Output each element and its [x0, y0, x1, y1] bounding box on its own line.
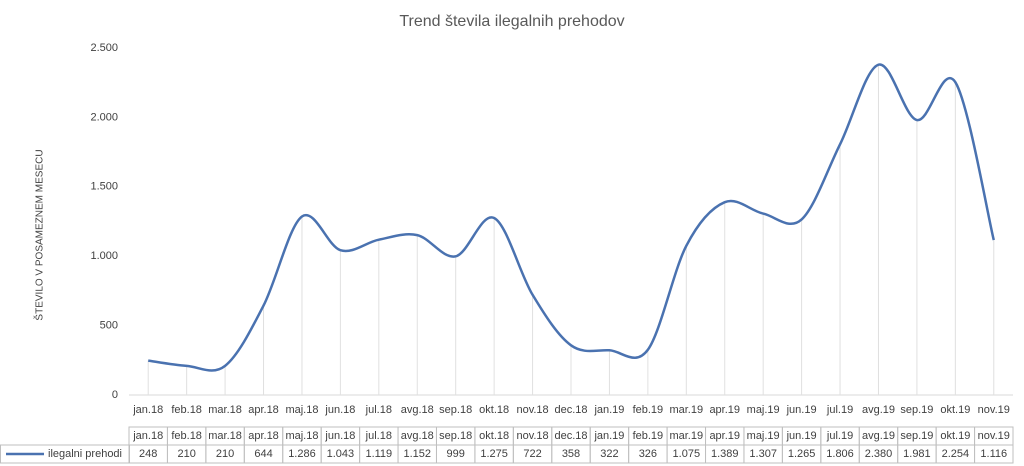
y-tick-label: 0 — [112, 389, 118, 401]
x-tick-label: okt.19 — [940, 404, 970, 416]
y-axis-label: ŠTEVILO V POSAMEZNEM MESECU — [33, 149, 46, 320]
x-tick-label: apr.18 — [248, 404, 279, 416]
table-value: 210 — [177, 448, 195, 460]
table-header: jun.19 — [786, 430, 817, 442]
table-value: 1.981 — [903, 448, 931, 460]
table-header: jun.18 — [324, 430, 355, 442]
table-value: 1.389 — [711, 448, 739, 460]
table-value: 644 — [254, 448, 272, 460]
table-header: jan.18 — [132, 430, 163, 442]
table-value: 1.265 — [788, 448, 816, 460]
y-tick-label: 1.000 — [90, 250, 118, 262]
x-tick-label: jul.18 — [365, 404, 392, 416]
x-tick-label: mar.18 — [208, 404, 242, 416]
y-tick-label: 2.000 — [90, 111, 118, 123]
table-value: 1.043 — [327, 448, 355, 460]
table-value: 1.119 — [365, 448, 392, 460]
table-header: nov.19 — [978, 430, 1010, 442]
y-tick-label: 1.500 — [90, 181, 118, 193]
x-tick-label: maj.18 — [285, 404, 318, 416]
table-header: feb.18 — [171, 430, 202, 442]
table-value: 1.075 — [673, 448, 701, 460]
chart-title: Trend števila ilegalnih prehodov — [399, 13, 624, 30]
x-tick-label: dec.18 — [554, 404, 587, 416]
table-value: 999 — [447, 448, 465, 460]
table-value: 2.254 — [942, 448, 970, 460]
table-header: apr.19 — [709, 430, 740, 442]
x-tick-label: jan.19 — [593, 404, 624, 416]
table-header: mar.19 — [669, 430, 703, 442]
table-cell — [974, 444, 1014, 464]
table-header: apr.18 — [248, 430, 279, 442]
table-value: 1.806 — [826, 448, 854, 460]
x-tick-label: jun.18 — [324, 404, 355, 416]
x-tick-label: feb.18 — [171, 404, 202, 416]
table-header: sep.18 — [439, 430, 472, 442]
table-header: okt.18 — [479, 430, 509, 442]
x-tick-label: avg.18 — [401, 404, 434, 416]
table-value: 1.286 — [288, 448, 316, 460]
table-value: 322 — [600, 448, 618, 460]
series-line — [148, 63, 995, 372]
x-tick-label: nov.19 — [978, 404, 1010, 416]
table-value: 1.275 — [480, 448, 508, 460]
x-tick-label: jul.19 — [826, 404, 853, 416]
table-value: 1.307 — [749, 448, 777, 460]
table-value: 2.380 — [865, 448, 893, 460]
table-header: avg.19 — [862, 430, 895, 442]
x-tick-label: apr.19 — [709, 404, 740, 416]
x-tick-label: okt.18 — [479, 404, 509, 416]
table-header: avg.18 — [401, 430, 434, 442]
table-header: jul.18 — [365, 430, 392, 442]
table-value: 248 — [139, 448, 157, 460]
table-header: jul.19 — [826, 430, 853, 442]
table-header: okt.19 — [940, 430, 970, 442]
x-tick-label: jan.18 — [132, 404, 163, 416]
table-header: dec.18 — [554, 430, 587, 442]
legend-label: ilegalni prehodi — [48, 448, 122, 460]
x-tick-label: jun.19 — [786, 404, 817, 416]
x-tick-label: mar.19 — [669, 404, 703, 416]
x-tick-label: nov.18 — [516, 404, 548, 416]
x-tick-label: maj.19 — [747, 404, 780, 416]
table-value: 1.152 — [403, 448, 431, 460]
table-value: 210 — [216, 448, 234, 460]
table-value: 358 — [562, 448, 580, 460]
table-header: mar.18 — [208, 430, 242, 442]
table-value: 326 — [639, 448, 657, 460]
x-tick-label: sep.19 — [900, 404, 933, 416]
table-header: sep.19 — [900, 430, 933, 442]
x-tick-label: feb.19 — [633, 404, 664, 416]
table-header: maj.18 — [285, 430, 318, 442]
table-header: jan.19 — [593, 430, 624, 442]
table-header: maj.19 — [747, 430, 780, 442]
x-tick-label: avg.19 — [862, 404, 895, 416]
table-header: feb.19 — [633, 430, 664, 442]
y-tick-label: 500 — [100, 320, 118, 332]
table-header: nov.18 — [516, 430, 548, 442]
y-tick-label: 2.500 — [90, 42, 118, 54]
table-value: 722 — [523, 448, 541, 460]
x-tick-label: sep.18 — [439, 404, 472, 416]
table-value: 1.116 — [980, 448, 1007, 460]
